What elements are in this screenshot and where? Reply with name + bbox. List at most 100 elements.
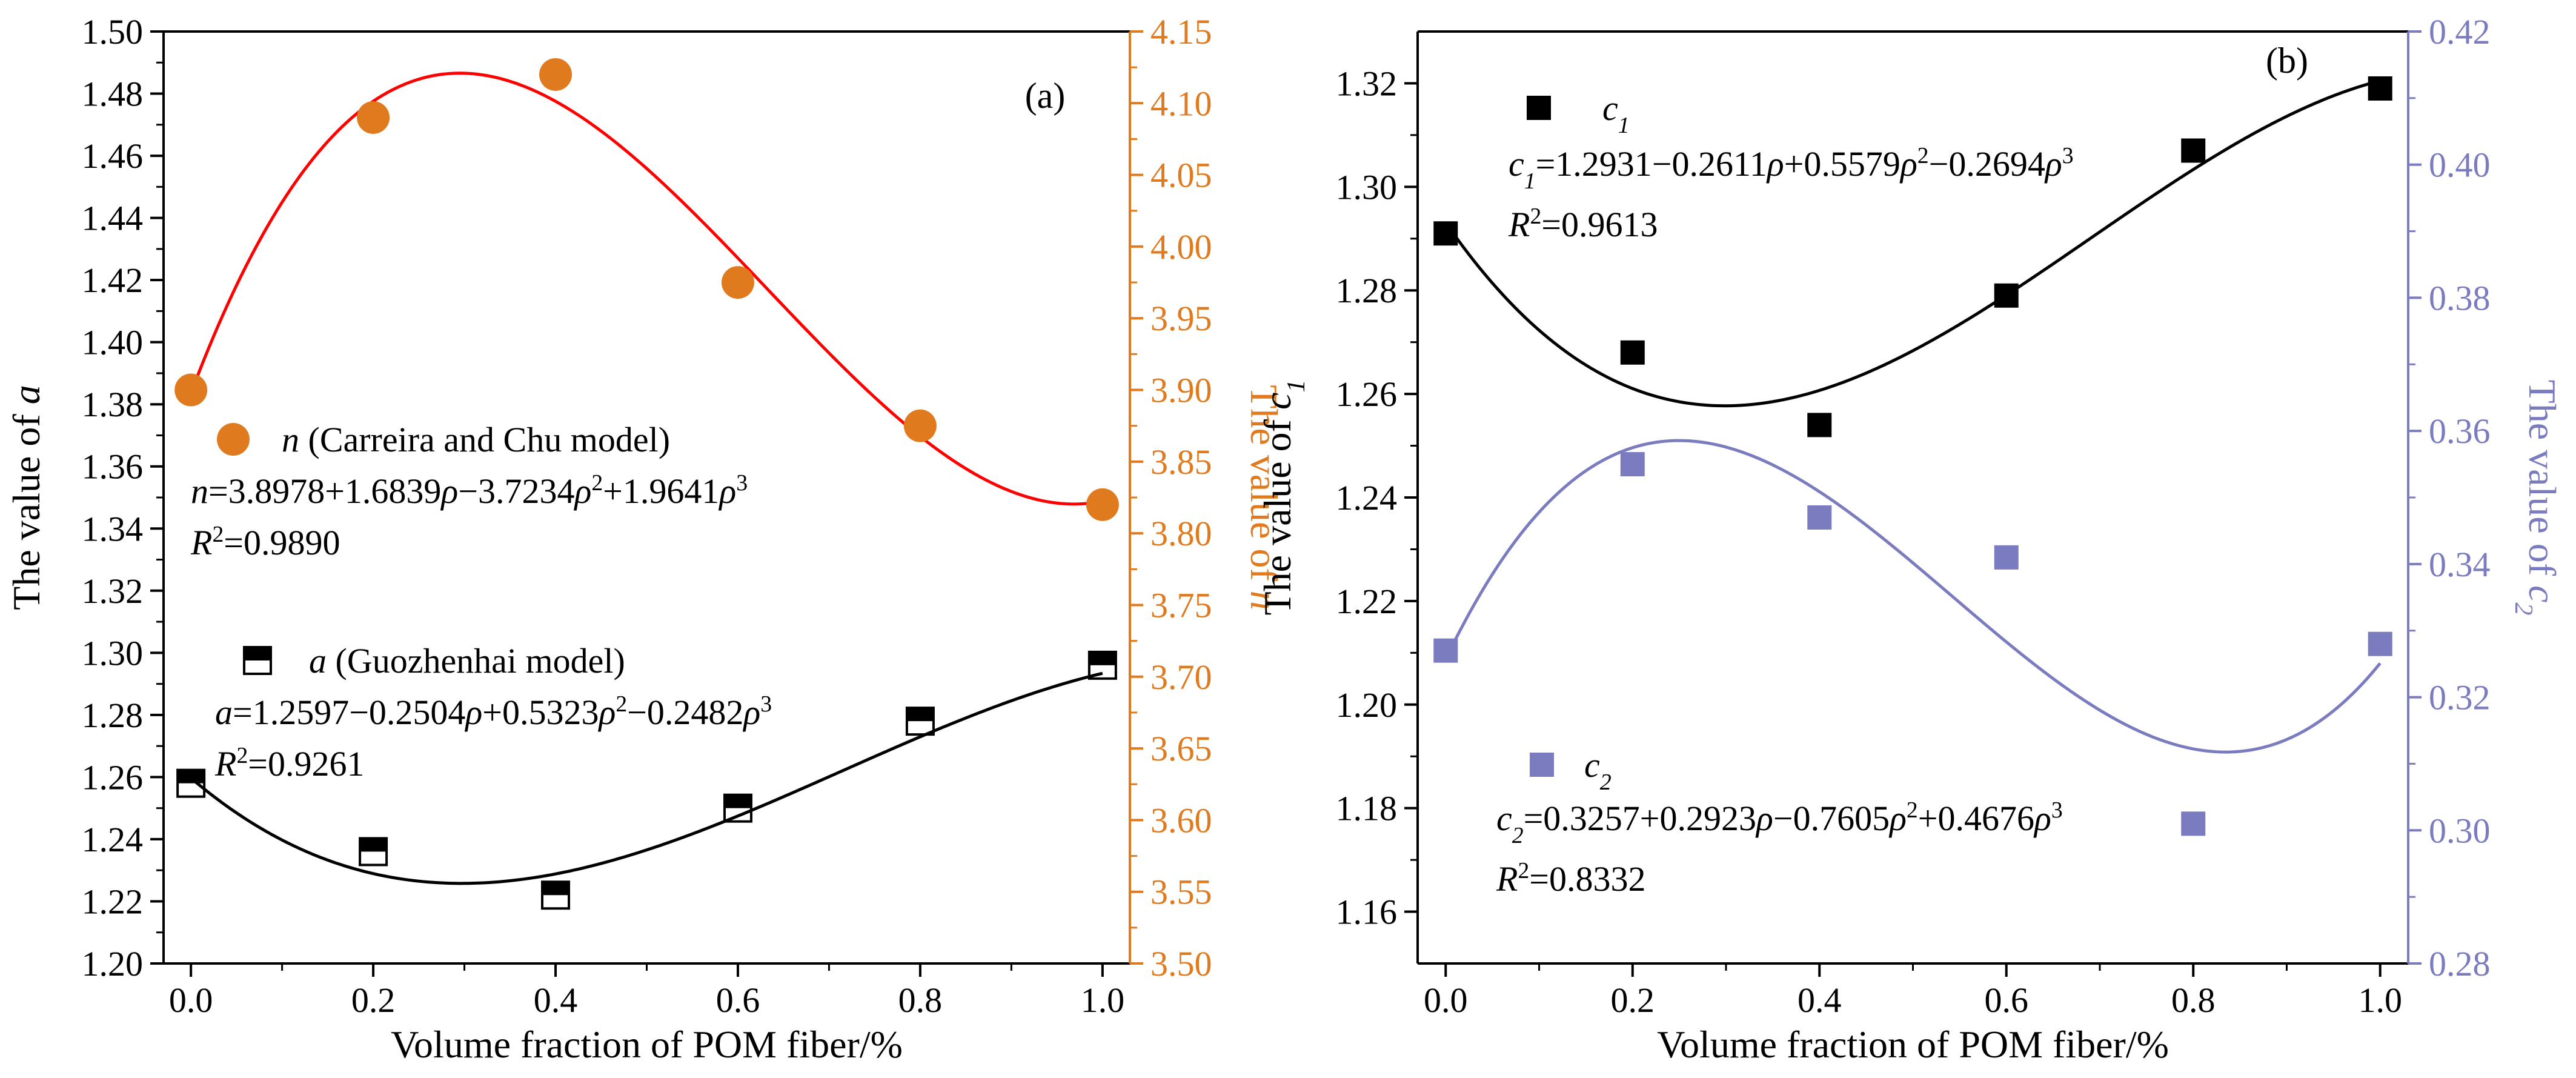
y-right-tick-label: 0.28: [2429, 944, 2491, 983]
c1-fit-r2: R2=0.9613: [1508, 204, 1658, 244]
y-left-tick-label: 1.24: [82, 820, 144, 859]
marker-fill: [1089, 651, 1116, 665]
y-right-tick-label: 3.55: [1150, 873, 1212, 912]
panel-0: 0.0 0.2 0.4 0.6 0.8 1.0 1.20 1.22 1.24 1.26 1.28 1.…: [5, 12, 1286, 1066]
y-right-tick-label: 3.80: [1150, 514, 1212, 553]
c1-data-point: [1807, 413, 1832, 438]
y-right-tick-label: 0.32: [2429, 678, 2491, 717]
c1-fit-curve: [1444, 79, 2381, 408]
y-left-tick-label: 1.26: [1336, 374, 1398, 414]
y-left-tick-label: 1.26: [82, 757, 144, 797]
c2-data-point: [2181, 811, 2206, 836]
y-right-tick-label: 3.70: [1150, 657, 1212, 697]
y-left-tick-label: 1.44: [82, 199, 144, 238]
n-data-point: [174, 373, 208, 407]
marker-fill: [178, 770, 205, 784]
n-data-point: [539, 58, 573, 91]
y-right-tick-label: 3.90: [1150, 371, 1212, 410]
y-right-tick-label: 0.30: [2429, 811, 2491, 850]
c1-fit-equation: c1=1.2931−0.2611ρ+0.5579ρ2−0.2694ρ3: [1509, 143, 2074, 194]
panel-label: (a): [1025, 76, 1066, 116]
c2-data-point: [2368, 631, 2392, 656]
marker-outline: [359, 837, 388, 867]
y-left-tick-label: 1.28: [82, 696, 144, 735]
marker-outline: [176, 768, 206, 798]
y-right-tick-label: 3.85: [1150, 442, 1212, 482]
c2-data-point: [1807, 505, 1832, 530]
a-fit-r2: R2=0.9261: [214, 743, 365, 784]
y-left-tick-label: 1.22: [82, 882, 144, 921]
c1-data-point: [1433, 221, 1458, 246]
y-left-tick-label: 1.38: [82, 385, 144, 424]
panel-1: 0.0 0.2 0.4 0.6 0.8 1.0 1.16 1.18 1.20 1.22 1.24 1.…: [1256, 12, 2564, 1066]
c2-data-point: [1433, 638, 1458, 663]
x-tick-label: 0.0: [1424, 980, 1468, 1020]
y-right-tick-label: 4.05: [1150, 156, 1212, 195]
y-left-tick-label: 1.34: [82, 509, 144, 548]
x-tick-label: 0.8: [2171, 980, 2216, 1020]
a-data-point: [176, 768, 206, 798]
y-right-tick-label: 0.42: [2429, 12, 2491, 52]
marker-fill: [724, 794, 751, 808]
y-left-tick-label: 1.20: [1336, 685, 1398, 725]
marker-outline: [541, 880, 571, 910]
legend-a-marker: [243, 646, 272, 675]
a-data-point: [541, 880, 571, 910]
y-right-axis-title: The value of c2: [2509, 380, 2564, 616]
a-data-point: [723, 793, 752, 823]
n-data-point: [357, 101, 390, 134]
y-right-axis-title: The value of n: [1243, 385, 1286, 610]
x-tick-label: 0.6: [1984, 980, 2028, 1020]
y-right-tick-label: 4.00: [1150, 227, 1212, 267]
n-fit-curve: [189, 72, 1103, 506]
n-fit-equation: n=3.8978+1.6839ρ−3.7234ρ2+1.9641ρ3: [191, 470, 748, 511]
y-left-axis-title: The value of a: [5, 385, 48, 610]
c1-data-point: [2368, 76, 2392, 101]
y-right-tick-label: 0.36: [2429, 411, 2491, 451]
x-tick-label: 0.6: [716, 980, 760, 1020]
y-left-tick-label: 1.30: [82, 633, 144, 673]
y-right-tick-label: 3.60: [1150, 800, 1212, 840]
x-tick-label: 0.4: [1798, 980, 1842, 1020]
x-tick-label: 0.2: [1611, 980, 1655, 1020]
marker-fill: [244, 647, 271, 660]
legend-c1-marker: [1527, 96, 1551, 120]
marker-outline: [243, 646, 272, 675]
y-left-tick-label: 1.24: [1336, 478, 1398, 517]
a-fit-equation: a=1.2597−0.2504ρ+0.5323ρ2−0.2482ρ3: [215, 691, 772, 732]
y-left-tick-label: 1.16: [1336, 893, 1398, 932]
n-data-point: [903, 409, 937, 442]
marker-outline: [905, 707, 935, 736]
n-fit-r2: R2=0.9890: [190, 522, 340, 562]
y-left-tick-label: 1.50: [82, 12, 144, 52]
n-data-point: [721, 266, 754, 299]
y-left-tick-label: 1.30: [1336, 167, 1398, 207]
x-tick-label: 0.4: [534, 980, 578, 1020]
x-axis-title: Volume fraction of POM fiber/%: [391, 1023, 903, 1066]
marker-fill: [906, 708, 934, 722]
c1-data-point: [1620, 340, 1645, 365]
y-left-axis-title: The value of c1: [1256, 380, 1310, 616]
x-tick-label: 0.0: [169, 980, 213, 1020]
marker-outline: [1087, 650, 1117, 680]
c2-fit-equation: c2=0.3257+0.2923ρ−0.7605ρ2+0.4676ρ3: [1496, 797, 2063, 848]
legend-c2-marker: [1530, 753, 1554, 777]
y-right-tick-label: 0.34: [2429, 545, 2491, 584]
y-left-tick-label: 1.40: [82, 323, 144, 362]
c2-fit-curve: [1444, 439, 2382, 754]
legend-n-label: n (Carreira and Chu model): [282, 420, 670, 459]
y-right-tick-label: 3.95: [1150, 299, 1212, 338]
x-tick-label: 1.0: [2358, 980, 2402, 1020]
x-tick-label: 0.8: [898, 980, 943, 1020]
a-data-point: [359, 837, 388, 867]
y-right-tick-label: 4.15: [1150, 12, 1212, 52]
y-left-tick-label: 1.32: [1336, 64, 1398, 103]
legend-c2-label: c2: [1584, 745, 1612, 795]
panel-label: (b): [2266, 41, 2308, 81]
marker-fill: [542, 882, 569, 896]
y-left-tick-label: 1.22: [1336, 582, 1398, 621]
y-left-tick-label: 1.46: [82, 136, 144, 176]
c2-data-point: [1620, 452, 1645, 477]
